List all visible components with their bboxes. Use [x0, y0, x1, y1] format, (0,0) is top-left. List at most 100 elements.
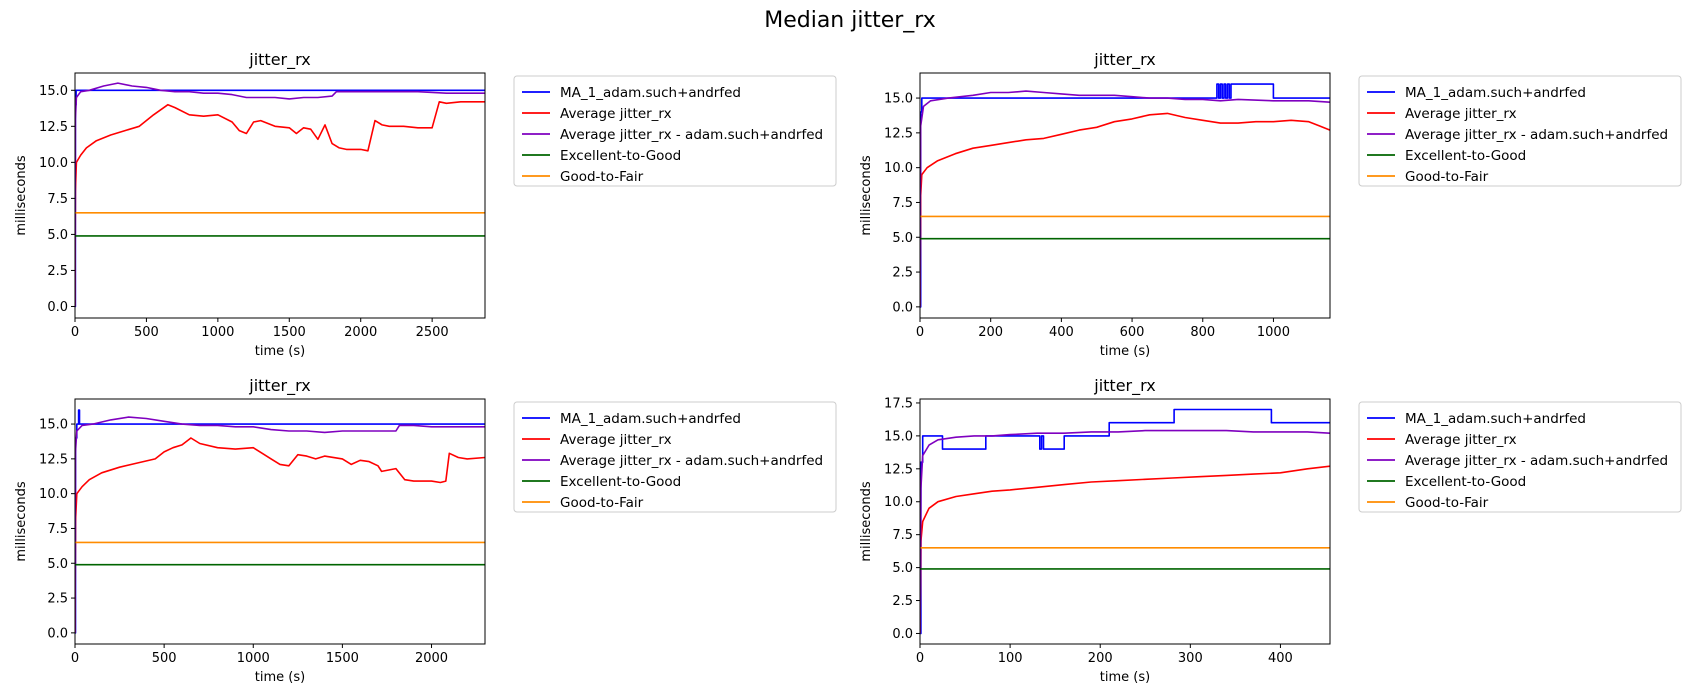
x-axis-label: time (s) — [1100, 670, 1150, 685]
x-axis-label: time (s) — [1100, 344, 1150, 359]
x-tick-label: 2000 — [415, 651, 448, 666]
legend-entry: Average jitter_rx - adam.such+andrfed — [1405, 453, 1668, 469]
series-line-3 — [920, 90, 1330, 307]
legend-entry: Good-to-Fair — [1405, 495, 1489, 511]
legend-entry: Excellent-to-Good — [1405, 474, 1526, 490]
y-tick-label: 10.0 — [884, 495, 913, 510]
y-tick-label: 2.5 — [47, 592, 68, 607]
subplot-2: 0 200 400 600 800 1000 0.0 2.5 5.0 7.5 10.0 12.5 15.… — [859, 50, 1682, 359]
subplot-3: 0 500 1000 1500 2000 0.0 2.5 5.0 7.5 10.0 12.5 15.0… — [14, 376, 837, 685]
y-tick-label: 2.5 — [892, 266, 913, 281]
x-tick-label: 0 — [71, 651, 79, 666]
legend-entry: Excellent-to-Good — [1405, 148, 1526, 164]
x-axis-label: time (s) — [255, 670, 305, 685]
legend-entry: Average jitter_rx - adam.such+andrfed — [560, 453, 823, 469]
series-line-2 — [75, 101, 485, 307]
legend-box — [513, 401, 837, 513]
legend-entry: Average jitter_rx - adam.such+andrfed — [1405, 127, 1668, 143]
plot-area — [920, 399, 1330, 644]
subplot-1: 0 500 1000 1500 2000 2500 0.0 2.5 5.0 7.5 10.0 12.5… — [14, 50, 837, 359]
series-line-1 — [920, 83, 1330, 308]
legend-box — [513, 75, 837, 187]
x-tick-label: 400 — [1268, 651, 1293, 666]
legend-entry: Good-to-Fair — [560, 169, 644, 185]
x-tick-label: 600 — [1120, 325, 1145, 340]
y-axis-label: milliseconds — [859, 155, 874, 235]
y-tick-label: 12.5 — [39, 120, 68, 135]
y-tick-label: 7.5 — [892, 528, 913, 543]
y-tick-label: 5.0 — [892, 561, 913, 576]
axes-frame — [74, 72, 486, 319]
x-tick-label: 200 — [978, 325, 1003, 340]
axes-frame — [919, 72, 1331, 319]
legend-entry: Good-to-Fair — [560, 495, 644, 511]
y-tick-label: 12.5 — [884, 462, 913, 477]
axes-frame — [919, 398, 1331, 645]
x-tick-label: 2000 — [344, 325, 377, 340]
y-axis-label: milliseconds — [859, 481, 874, 561]
y-tick-label: 0.0 — [892, 627, 913, 642]
subplot-title: jitter_rx — [248, 50, 310, 70]
y-axis-label: milliseconds — [14, 155, 29, 235]
y-tick-label: 2.5 — [892, 594, 913, 609]
series-line-3 — [75, 82, 485, 307]
series-line-3 — [75, 416, 485, 633]
y-tick-label: 15.0 — [884, 92, 913, 107]
y-tick-label: 15.0 — [39, 84, 68, 99]
x-tick-label: 1000 — [201, 325, 234, 340]
y-tick-label: 0.0 — [47, 626, 68, 641]
y-tick-label: 12.5 — [39, 452, 68, 467]
plot-area — [920, 73, 1330, 318]
series-line-2 — [75, 437, 485, 633]
series-line-2 — [920, 112, 1330, 307]
series-line-2 — [920, 465, 1330, 634]
plot-area — [75, 73, 485, 318]
x-tick-label: 500 — [152, 651, 177, 666]
legend-entry: MA_1_adam.such+andrfed — [560, 411, 741, 427]
x-tick-label: 1500 — [326, 651, 359, 666]
x-tick-label: 0 — [916, 651, 924, 666]
y-tick-label: 10.0 — [884, 161, 913, 176]
y-tick-label: 7.5 — [892, 196, 913, 211]
legend-entry: Average jitter_rx - adam.such+andrfed — [560, 127, 823, 143]
y-tick-label: 0.0 — [892, 300, 913, 315]
y-tick-label: 17.5 — [884, 396, 913, 411]
axes-frame — [74, 398, 486, 645]
plot-area — [75, 399, 485, 644]
y-tick-label: 2.5 — [47, 264, 68, 279]
y-tick-label: 15.0 — [884, 429, 913, 444]
legend-entry: Good-to-Fair — [1405, 169, 1489, 185]
x-tick-label: 2500 — [416, 325, 449, 340]
subplot-4: 0 100 200 300 400 0.0 2.5 5.0 7.5 10.0 12.5 15.0 17.… — [859, 376, 1682, 685]
subplot-title: jitter_rx — [1093, 376, 1155, 396]
y-tick-label: 12.5 — [884, 126, 913, 141]
x-tick-label: 400 — [1049, 325, 1074, 340]
legend-entry: Excellent-to-Good — [560, 148, 681, 164]
legend-entry: Average jitter_rx — [560, 432, 672, 448]
series-group — [75, 409, 485, 634]
y-tick-label: 5.0 — [892, 231, 913, 246]
legend-entry: Excellent-to-Good — [560, 474, 681, 490]
y-tick-label: 5.0 — [47, 557, 68, 572]
x-tick-label: 300 — [1178, 651, 1203, 666]
legend-entry: MA_1_adam.such+andrfed — [1405, 411, 1586, 427]
series-group — [920, 408, 1330, 635]
x-tick-label: 0 — [71, 325, 79, 340]
legend-entry: Average jitter_rx — [1405, 106, 1517, 122]
y-axis-label: milliseconds — [14, 481, 29, 561]
y-tick-label: 0.0 — [47, 300, 68, 315]
figure-title: Median jitter_rx — [764, 8, 936, 33]
legend-entry: Average jitter_rx — [560, 106, 672, 122]
series-group — [920, 83, 1330, 308]
x-tick-label: 1500 — [273, 325, 306, 340]
series-line-1 — [920, 408, 1330, 635]
legend-entry: MA_1_adam.such+andrfed — [560, 85, 741, 101]
y-tick-label: 5.0 — [47, 228, 68, 243]
legend-box — [1358, 75, 1682, 187]
legend-entry: MA_1_adam.such+andrfed — [1405, 85, 1586, 101]
subplot-title: jitter_rx — [1093, 50, 1155, 70]
x-tick-label: 500 — [134, 325, 159, 340]
y-tick-label: 15.0 — [39, 418, 68, 433]
